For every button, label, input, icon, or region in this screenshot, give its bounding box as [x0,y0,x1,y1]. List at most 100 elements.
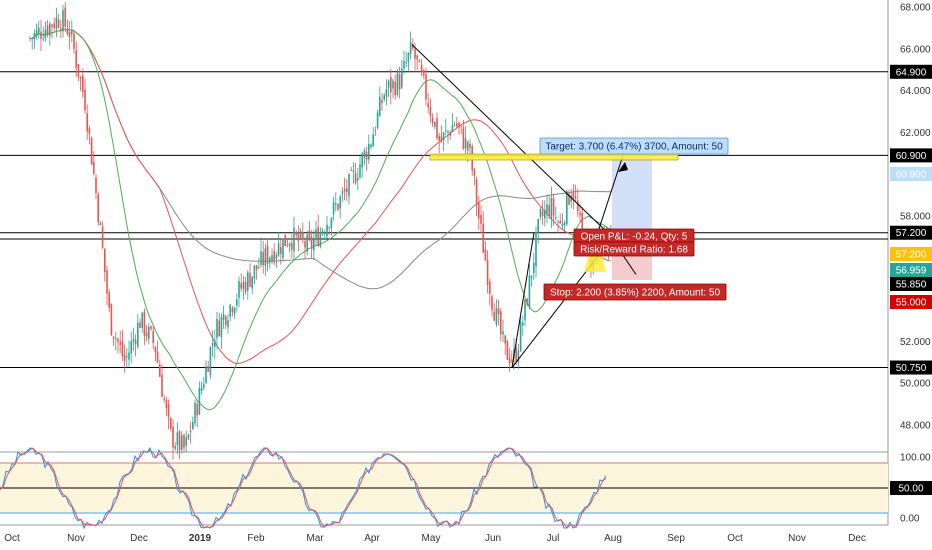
price-tag-3: 57.200 [896,228,927,239]
candle-body-153 [365,151,368,160]
price-tag-6: 55.850 [896,280,927,291]
candle-body-70 [183,434,185,448]
candle-body-99 [247,272,249,291]
price-tick-0: 68.000 [900,3,931,14]
candle-body-93 [233,307,236,314]
price-tag-3-bg [890,225,932,240]
candle-body-246 [570,195,572,202]
candle-body-190 [447,131,449,133]
candle-body-33 [101,226,104,248]
candle-body-159 [379,96,381,116]
candle-body-114 [280,247,282,254]
candle-body-31 [97,194,99,223]
candle-body-241 [559,220,561,224]
candle-body-47 [132,338,135,342]
candle-body-24 [82,75,84,93]
candle-body-95 [238,281,240,298]
price-axis: 68.000 66.000 64.000 62.000 58.000 52.000 50.0… [900,3,931,432]
candle-body-151 [361,153,363,168]
time-tick-3: 2019 [189,533,212,544]
candle-body-3 [35,29,38,37]
resistance-highlight [429,153,679,161]
candle-body-237 [550,198,553,219]
candle-body-209 [489,281,491,295]
candle-body-62 [165,399,168,409]
candle-body-135 [326,224,328,237]
candle-body-8 [46,25,49,35]
candle-body-101 [251,276,253,289]
candle-body-168 [398,74,401,90]
candle-body-150 [359,164,361,178]
osc-tick-0: 100.00 [900,453,931,464]
candle-body-244 [566,190,568,225]
candle-body-0 [29,37,31,39]
candle-body-60 [161,374,163,397]
price-tag-6-bg [890,277,932,291]
candle-body-180 [425,74,427,100]
candle-body-152 [363,150,366,158]
candle-body-227 [528,275,531,308]
candle-body-77 [198,388,201,415]
candle-body-123 [299,230,302,238]
candle-body-50 [139,322,141,329]
price-tick-1: 66.000 [900,44,931,55]
candle-body-74 [192,421,194,430]
candle-body-185 [436,117,438,139]
price-tags: 64.900 60.900 60.900 57.200 57.200 56.959 55.8… [890,64,932,375]
candle-body-188 [442,132,445,141]
candle-body-224 [522,322,524,326]
candle-body-63 [167,404,170,418]
candle-body-90 [227,320,229,328]
candle-body-216 [504,335,506,344]
candle-body-131 [317,227,319,246]
candle-body-229 [533,263,535,274]
candle-body-124 [302,232,304,240]
candle-body-92 [231,307,234,313]
candle-body-126 [306,234,308,252]
time-tick-6: Apr [364,533,380,544]
candle-body-155 [370,144,372,148]
candle-body-41 [119,342,121,345]
candle-body-89 [225,316,227,326]
candle-body-72 [187,434,190,439]
candle-body-187 [440,136,443,142]
candle-body-28 [90,137,93,165]
candle-body-115 [282,238,284,258]
candle-body-136 [328,227,330,229]
candle-body-110 [271,254,273,262]
candle-body-97 [242,281,245,290]
candle-body-65 [172,426,174,448]
candle-body-245 [568,193,570,205]
candle-body-4 [38,27,40,33]
price-tag-4-bg [890,247,932,261]
candle-body-183 [431,118,434,124]
candle-body-83 [211,342,214,346]
candle-body-242 [561,223,564,227]
candle-body-164 [390,77,392,93]
candle-body-91 [229,304,231,317]
candle-body-154 [368,143,370,160]
candle-body-173 [409,41,412,54]
candle-body-177 [418,60,421,63]
candle-body-125 [304,241,306,248]
candle-body-169 [401,68,403,88]
oscillator-d-line [0,447,607,529]
descending-trendline [411,44,613,238]
time-tick-11: Sep [667,533,685,544]
candle-body-249 [577,200,579,212]
candle-body-133 [321,231,324,234]
candle-body-182 [429,106,432,116]
price-tick-2: 64.000 [900,86,931,97]
candle-body-37 [110,304,113,336]
price-tick-7: 48.000 [900,421,931,432]
candle-body-138 [332,201,335,215]
candle-body-44 [126,356,128,358]
candle-body-46 [130,341,132,354]
price-tag-0: 64.900 [896,67,927,78]
candle-body-12 [55,17,58,29]
candle-body-236 [548,205,550,216]
candle-body-86 [218,320,220,336]
candle-body-231 [537,218,539,233]
stop-label: Stop: 2.200 (3.85%) 2200, Amount: 50 [550,288,721,299]
candle-body-69 [181,435,183,450]
